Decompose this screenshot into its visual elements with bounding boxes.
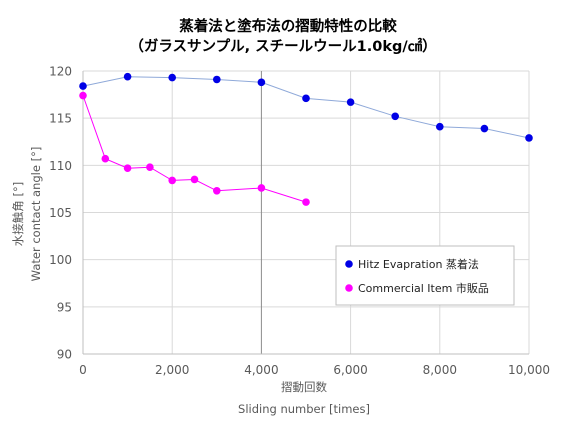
- y-tick-label: 120: [49, 65, 72, 79]
- data-point: [391, 112, 400, 121]
- y-tick-label: 105: [49, 206, 72, 220]
- data-point: [302, 198, 310, 206]
- data-point: [257, 184, 266, 192]
- data-point: [213, 75, 221, 84]
- y-tick-label: 110: [49, 159, 72, 173]
- data-point: [190, 175, 199, 184]
- series-hitz: [79, 72, 533, 142]
- y-tick-label: 95: [57, 300, 72, 314]
- x-tick-label: 6,000: [333, 363, 367, 377]
- series-commercial: [79, 91, 310, 206]
- x-tick-label: 4,000: [244, 363, 278, 377]
- data-point: [146, 163, 154, 172]
- data-point: [101, 154, 110, 163]
- series-layer: [79, 72, 533, 206]
- legend-label-commercial: Commercial Item 市販品: [358, 281, 489, 295]
- data-point: [123, 72, 132, 81]
- data-point: [257, 78, 266, 87]
- legend: Hitz Evapration 蒸着法 Commercial Item 市販品: [335, 245, 515, 306]
- chart-subtitle: （ガラスサンプル, スチールウール1.0kg/㎠）: [129, 37, 436, 55]
- y-axis-label-ja: 水接触角 [°]: [11, 182, 25, 246]
- data-point: [525, 134, 533, 142]
- series-line: [82, 76, 530, 139]
- data-point: [79, 82, 87, 90]
- y-tick-label: 100: [49, 253, 72, 267]
- data-point: [213, 187, 221, 195]
- y-tick-label: 90: [57, 348, 72, 362]
- x-tick-labels: 0 2,000 4,000 6,000 8,000 10,000: [79, 363, 550, 377]
- x-tick-label: 2,000: [155, 363, 189, 377]
- y-tick-labels: 90 95 100 105 110 115 120: [49, 65, 72, 362]
- legend-label-hitz: Hitz Evapration 蒸着法: [358, 257, 479, 271]
- y-tick-label: 115: [49, 112, 72, 126]
- data-point: [79, 91, 87, 100]
- data-point: [168, 73, 176, 82]
- chart-title: 蒸着法と塗布法の摺動特性の比較: [179, 17, 397, 35]
- x-axis-label-en: Sliding number [times]: [238, 402, 370, 416]
- data-point: [168, 176, 176, 185]
- grid: [83, 70, 530, 355]
- x-tick-label: 0: [79, 363, 87, 377]
- axes: [82, 71, 529, 355]
- legend-marker-hitz: [345, 260, 353, 268]
- data-point: [302, 94, 310, 103]
- legend-marker-commercial: [345, 284, 353, 292]
- y-axis-label-en: Water contact angle [°]: [29, 147, 43, 282]
- data-point: [123, 164, 132, 172]
- legend-box: [335, 245, 515, 306]
- data-point: [346, 98, 355, 106]
- x-tick-label: 8,000: [423, 363, 457, 377]
- data-point: [480, 124, 489, 133]
- x-axis-label-ja: 摺動回数: [281, 380, 327, 394]
- x-tick-label: 10,000: [508, 363, 550, 377]
- data-point: [436, 122, 444, 131]
- series-line: [82, 95, 307, 203]
